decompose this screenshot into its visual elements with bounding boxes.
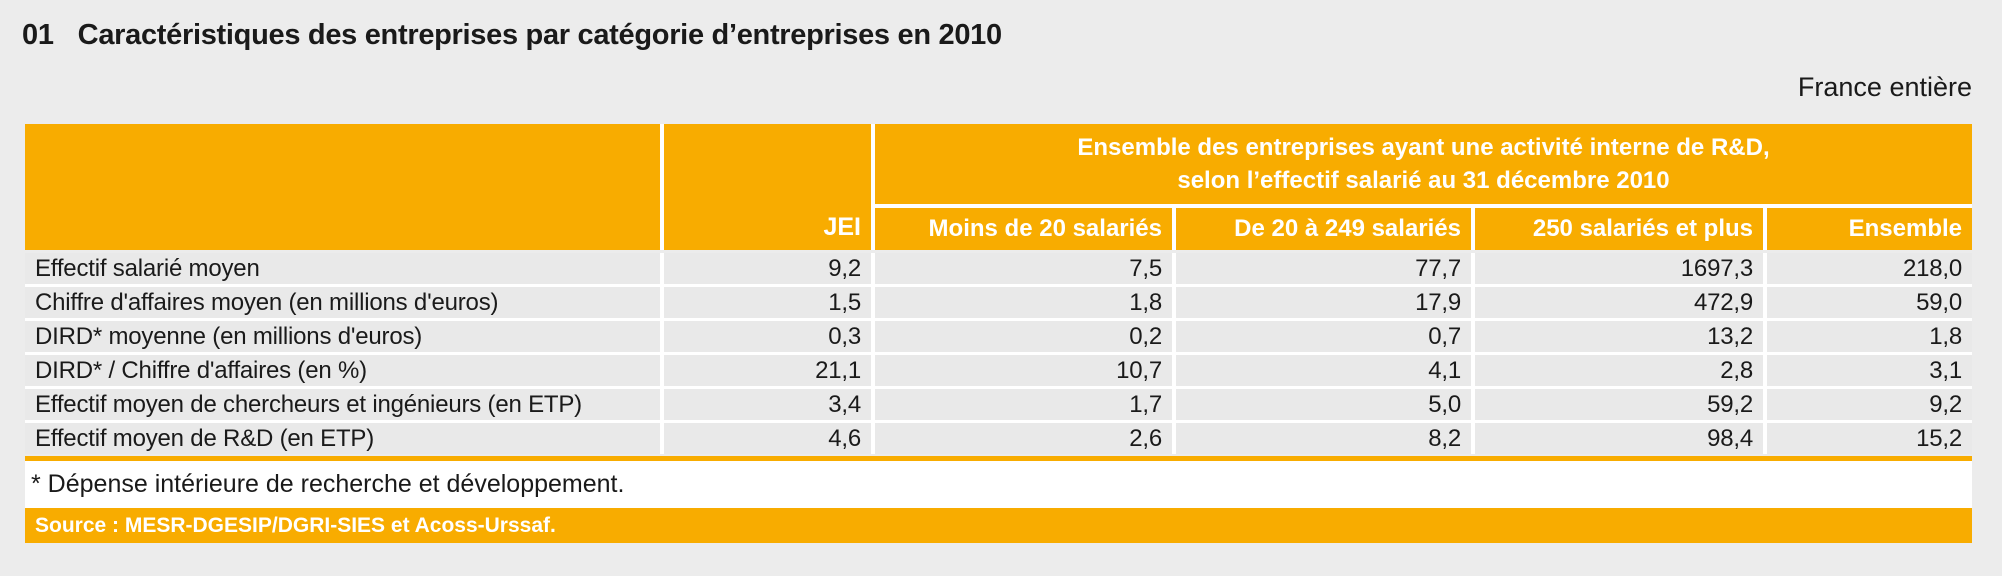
table-cell: 9,2: [664, 253, 871, 284]
table-cell: 4,6: [664, 423, 871, 454]
table-cell: 1,5: [664, 287, 871, 318]
header-col-250plus: 250 salariés et plus: [1475, 208, 1763, 250]
table-cell: 10,7: [875, 355, 1172, 386]
table-cell: 8,2: [1176, 423, 1471, 454]
bottom-rule: [25, 456, 1972, 461]
data-table: JEI Ensemble des entreprises ayant une a…: [25, 124, 1972, 543]
table-cell: 0,7: [1176, 321, 1471, 352]
source-bar: Source : MESR-DGESIP/DGRI-SIES et Acoss-…: [25, 508, 1972, 543]
header-group-line1: Ensemble des entreprises ayant une activ…: [1077, 134, 1770, 161]
table-cell: 1,8: [875, 287, 1172, 318]
table-cell: 4,1: [1176, 355, 1471, 386]
table-cell: 2,8: [1475, 355, 1763, 386]
row-label: Effectif moyen de R&D (en ETP): [25, 423, 660, 454]
table-cell: 218,0: [1767, 253, 1972, 284]
table-body: Effectif salarié moyen 9,2 7,5 77,7 1697…: [25, 253, 1972, 454]
row-label: DIRD* moyenne (en millions d'euros): [25, 321, 660, 352]
table-cell: 1,7: [875, 389, 1172, 420]
table-cell: 2,6: [875, 423, 1172, 454]
table-cell: 3,4: [664, 389, 871, 420]
table-cell: 1,8: [1767, 321, 1972, 352]
header-group-line2: selon l’effectif salarié au 31 décembre …: [1177, 167, 1670, 194]
page-title: 01 Caractéristiques des entreprises par …: [22, 18, 1972, 52]
header-col-moins20: Moins de 20 salariés: [875, 208, 1172, 250]
table-header: JEI Ensemble des entreprises ayant une a…: [25, 124, 1972, 250]
table-cell: 21,1: [664, 355, 871, 386]
table-title: Caractéristiques des entreprises par cat…: [77, 19, 1002, 51]
row-label: Effectif moyen de chercheurs et ingénieu…: [25, 389, 660, 420]
table-cell: 9,2: [1767, 389, 1972, 420]
header-group-cell: Ensemble des entreprises ayant une activ…: [875, 124, 1972, 204]
table-cell: 77,7: [1176, 253, 1471, 284]
row-label: DIRD* / Chiffre d'affaires (en %): [25, 355, 660, 386]
header-col-ensemble: Ensemble: [1767, 208, 1972, 250]
table-cell: 5,0: [1176, 389, 1471, 420]
table-cell: 13,2: [1475, 321, 1763, 352]
source-text: Source : MESR-DGESIP/DGRI-SIES et Acoss-…: [35, 513, 556, 537]
table-cell: 472,9: [1475, 287, 1763, 318]
table-cell: 59,0: [1767, 287, 1972, 318]
region-note: France entière: [1797, 72, 1972, 102]
row-label: Effectif salarié moyen: [25, 253, 660, 284]
table-cell: 17,9: [1176, 287, 1471, 318]
footnote-band: * Dépense intérieure de recherche et dév…: [25, 461, 1972, 508]
table-cell: 0,2: [875, 321, 1172, 352]
header-rowlabel-cell: [25, 124, 660, 250]
table-cell: 15,2: [1767, 423, 1972, 454]
table-cell: 59,2: [1475, 389, 1763, 420]
footnote-text: * Dépense intérieure de recherche et dév…: [31, 470, 625, 498]
row-label: Chiffre d'affaires moyen (en millions d'…: [25, 287, 660, 318]
header-col-20a249: De 20 à 249 salariés: [1176, 208, 1471, 250]
header-jei-cell: JEI: [664, 124, 871, 250]
table-cell: 7,5: [875, 253, 1172, 284]
table-cell: 0,3: [664, 321, 871, 352]
table-number: 01: [22, 19, 54, 51]
table-cell: 3,1: [1767, 355, 1972, 386]
table-cell: 1697,3: [1475, 253, 1763, 284]
table-cell: 98,4: [1475, 423, 1763, 454]
